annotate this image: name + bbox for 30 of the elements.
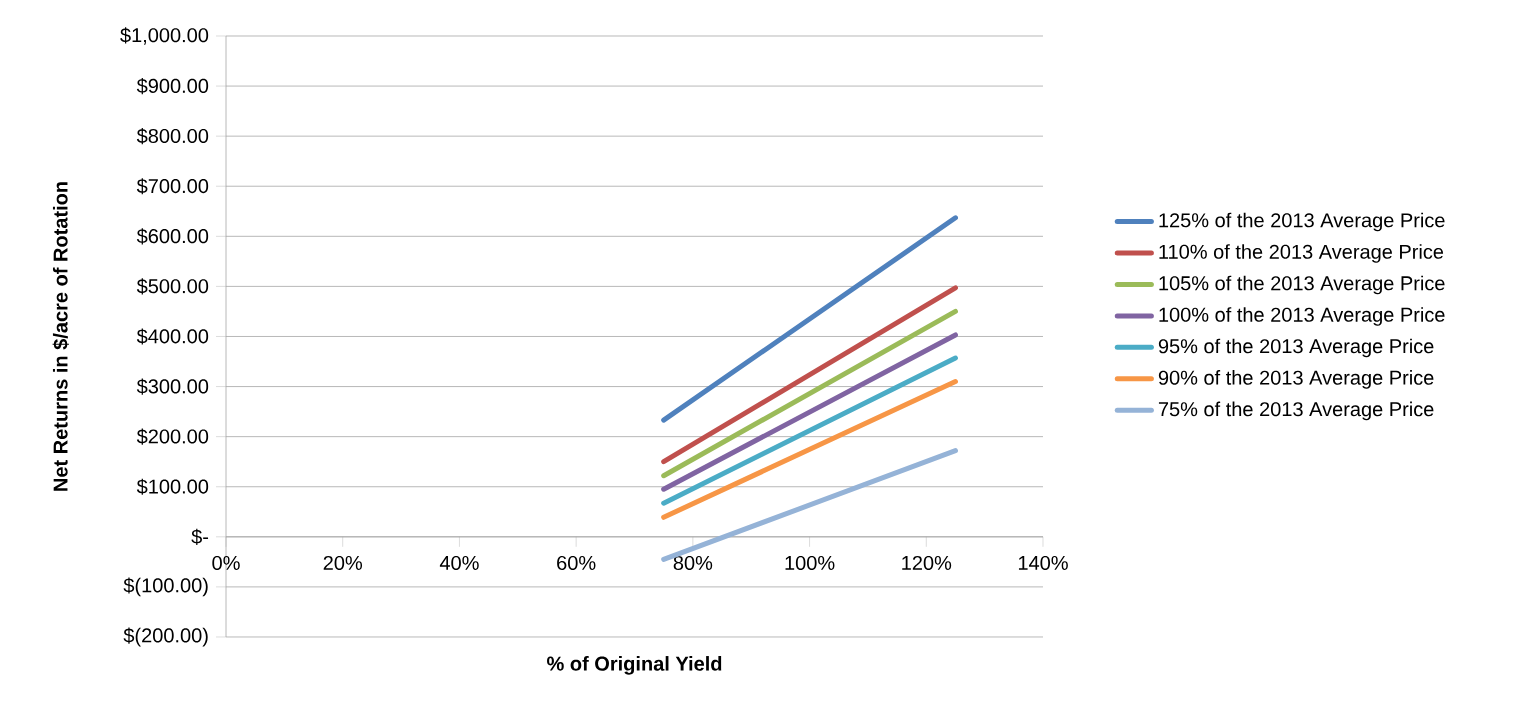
legend-label: 105% of the 2013 Average Price [1159,275,1445,295]
y-tick-label: $900.00 [136,77,209,95]
x-tick-label: 40% [439,555,479,571]
y-tick-label: $(200.00) [123,627,208,647]
legend-label: 110% of the 2013 Average Price [1159,244,1444,263]
y-tick-label: $600.00 [136,228,209,245]
y-tick-label: $400.00 [136,328,209,345]
x-tick-label: 60% [557,555,596,571]
y-axis-title: Net Returns in $/acre of Rotation [52,182,69,491]
legend-label: 90% of the 2013 Average Price [1158,370,1434,389]
y-tick-label: $300.00 [136,378,209,395]
y-tick-label: $200.00 [136,428,209,445]
y-tick-label: $(100.00) [123,577,208,597]
y-tick-label: $- [191,528,209,545]
y-tick-label: $500.00 [136,278,209,295]
y-tick-label: $1,000.00 [120,27,209,45]
x-tick-label: 20% [323,555,363,571]
legend-label: 95% of the 2013 Average Price [1158,338,1434,358]
y-tick-label: $100.00 [136,478,209,495]
x-tick-label: 80% [673,555,713,571]
legend-label: 75% of the 2013 Average Price [1158,401,1434,421]
x-tick-label: 120% [902,555,952,571]
x-tick-label: 140% [1018,555,1068,571]
legend-label: 125% of the 2013 Average Price [1159,212,1445,232]
x-axis-title: % of Original Yield [547,656,722,675]
y-tick-label: $800.00 [136,128,209,145]
legend-label: 100% of the 2013 Average Price [1159,307,1445,326]
x-tick-label: 0% [212,555,240,571]
x-tick-label: 100% [785,555,835,571]
y-tick-label: $700.00 [136,178,209,195]
